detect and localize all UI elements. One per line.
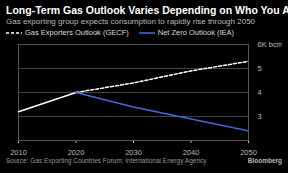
svg-text:2020: 2020 (68, 148, 85, 156)
svg-text:4: 4 (258, 88, 262, 97)
svg-text:5: 5 (258, 64, 262, 73)
svg-text:2050: 2050 (240, 148, 257, 156)
svg-text:2010: 2010 (10, 148, 27, 156)
html-text:Source: Gas Exporting Countrie: Source: Gas Exporting Countries Forum; I… (6, 157, 207, 164)
html-text:Bloomberg: Bloomberg (247, 157, 282, 164)
html-text:Net Zero Outlook (IEA): Net Zero Outlook (IEA) (157, 28, 235, 37)
svg-text:6K bcm: 6K bcm (258, 40, 283, 49)
svg-text:3: 3 (258, 112, 262, 121)
html-text:Gas exporting group expects co: Gas exporting group expects consumption … (6, 17, 255, 26)
svg-text:2040: 2040 (183, 148, 200, 156)
html-text:Gas Exporters Outlook (GECF): Gas Exporters Outlook (GECF) (25, 28, 129, 37)
svg-text:2030: 2030 (125, 148, 142, 156)
